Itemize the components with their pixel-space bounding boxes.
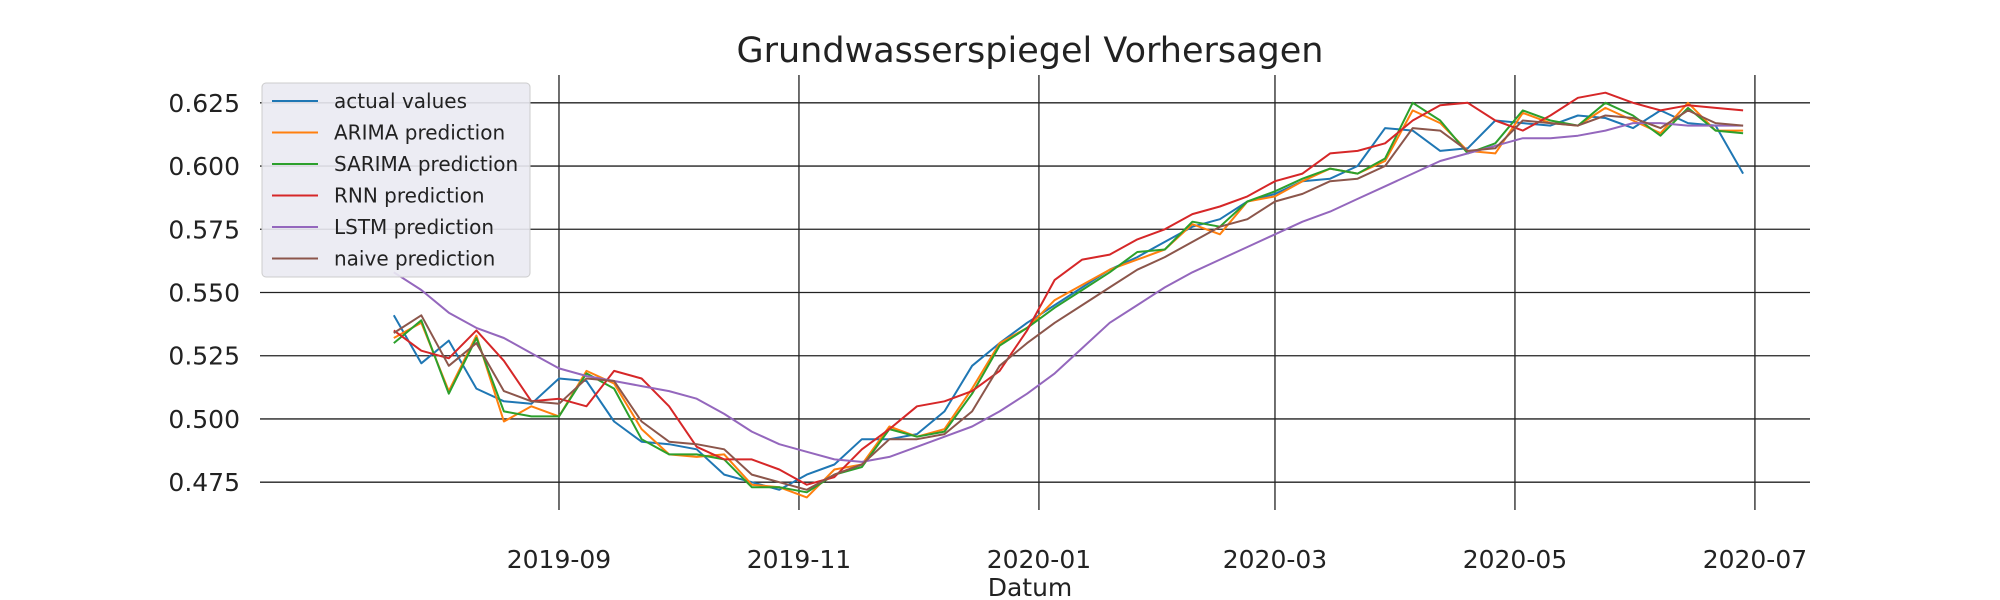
x-axis-ticks: 2019-09 2019-11 2020-01 2020-03 2020-05 2020-… <box>507 545 1807 574</box>
legend-label: LSTM prediction <box>334 215 494 239</box>
x-tick-label: 2020-01 <box>987 545 1091 574</box>
series-line-lstm-prediction <box>393 122 1744 463</box>
y-tick-label: 0.500 <box>168 405 240 434</box>
legend-box <box>261 82 531 278</box>
legend-label: SARIMA prediction <box>334 152 518 176</box>
legend-label: naive prediction <box>334 247 495 271</box>
x-tick-label: 2020-07 <box>1703 545 1807 574</box>
y-tick-label: 0.575 <box>168 215 240 244</box>
x-tick-label: 2019-09 <box>507 545 611 574</box>
y-tick-label: 0.475 <box>168 468 240 497</box>
y-tick-label: 0.525 <box>168 342 240 371</box>
y-axis-ticks: 0.475 0.500 0.525 0.550 0.575 0.600 0.625 <box>168 89 240 497</box>
x-axis-label: Datum <box>988 573 1073 600</box>
legend-label: ARIMA prediction <box>334 121 505 145</box>
chart-title: Grundwasserspiegel Vorhersagen <box>736 31 1323 71</box>
legend: actual values ARIMA prediction SARIMA pred… <box>261 82 531 278</box>
grid <box>260 75 1810 510</box>
series-line-sarima-prediction <box>393 101 1744 494</box>
x-tick-label: 2020-05 <box>1463 545 1567 574</box>
y-tick-label: 0.625 <box>168 89 240 118</box>
series-line-actual-values <box>392 109 1744 491</box>
x-tick-label: 2020-03 <box>1223 545 1327 574</box>
series-line-arima-prediction <box>393 101 1744 499</box>
series-line-rnn-prediction <box>393 91 1744 486</box>
series-lines <box>392 91 1744 499</box>
y-tick-label: 0.550 <box>168 279 240 308</box>
y-tick-label: 0.600 <box>168 152 240 181</box>
x-tick-label: 2019-11 <box>747 545 851 574</box>
legend-label: actual values <box>334 89 467 113</box>
series-line-naive-prediction <box>393 109 1744 491</box>
legend-label: RNN prediction <box>334 184 485 208</box>
